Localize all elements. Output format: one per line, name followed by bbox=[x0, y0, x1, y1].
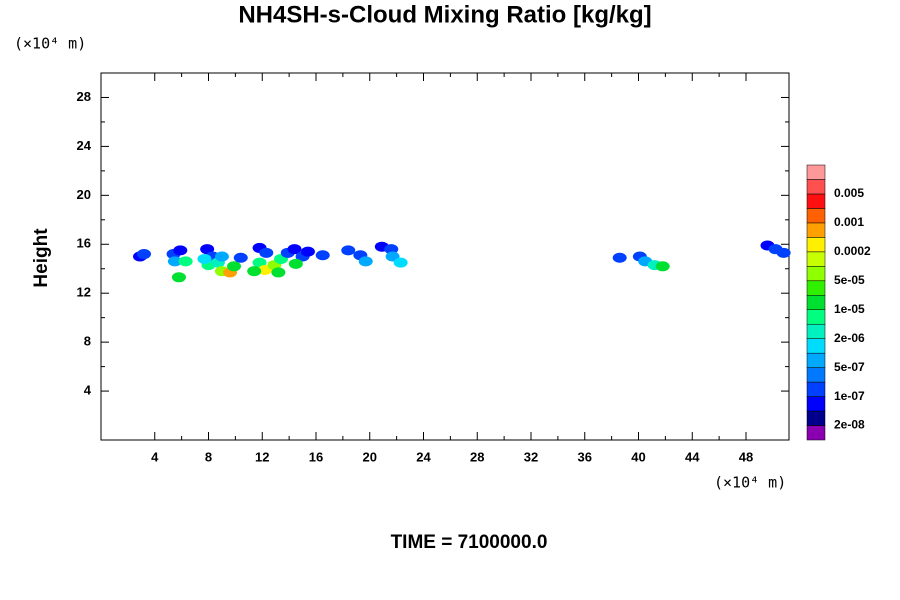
colorbar-box bbox=[806, 367, 826, 383]
colorbar-box bbox=[806, 295, 826, 310]
y-tick-label: 8 bbox=[84, 334, 91, 349]
cloud-cell bbox=[252, 257, 267, 268]
y-tick-label: 4 bbox=[84, 383, 92, 398]
x-tick-label: 8 bbox=[205, 449, 212, 464]
cloud-cell bbox=[393, 257, 408, 268]
colorbar-label: 0.001 bbox=[834, 215, 864, 229]
colorbar-label: 0.005 bbox=[834, 186, 864, 200]
cloud-cell bbox=[315, 250, 330, 261]
x-tick-label: 36 bbox=[578, 449, 592, 464]
y-tick-label: 20 bbox=[77, 187, 91, 202]
colorbar-label: 1e-07 bbox=[834, 389, 865, 403]
colorbar-box bbox=[806, 396, 826, 412]
x-tick-label: 12 bbox=[255, 449, 269, 464]
colorbar-box bbox=[806, 338, 826, 354]
y-axis-label: Height bbox=[31, 228, 52, 288]
cloud-cell bbox=[167, 256, 182, 267]
x-tick-label: 32 bbox=[524, 449, 538, 464]
colorbar-label: 2e-08 bbox=[834, 418, 865, 432]
footer: TIME = 7100000.0 bbox=[391, 532, 548, 553]
y-tick-label: 16 bbox=[77, 236, 91, 251]
x-tick-label: 48 bbox=[739, 449, 753, 464]
y-tick-label: 28 bbox=[77, 89, 91, 104]
chart-title: NH4SH-s-Cloud Mixing Ratio [kg/kg] bbox=[238, 1, 651, 28]
y-unit: (×10⁴ m) bbox=[14, 35, 86, 53]
cloud-cell bbox=[776, 247, 791, 258]
cloud-cell bbox=[197, 253, 212, 264]
colorbar-box bbox=[806, 280, 826, 296]
cloud-cell bbox=[384, 244, 399, 255]
cloud-cell bbox=[200, 244, 215, 255]
x-tick-label: 44 bbox=[685, 449, 700, 464]
x-tick-label: 4 bbox=[151, 449, 159, 464]
x-tick-label: 16 bbox=[309, 449, 323, 464]
x-tick-label: 20 bbox=[363, 449, 377, 464]
cloud-cell bbox=[137, 249, 151, 260]
colorbar-box bbox=[806, 381, 826, 397]
colorbar-box bbox=[806, 251, 826, 267]
colorbar-box bbox=[806, 193, 826, 209]
colorbar-box bbox=[806, 425, 826, 441]
cloud-cell bbox=[214, 251, 229, 262]
cloud-cell bbox=[358, 256, 373, 267]
x-tick-label: 28 bbox=[470, 449, 484, 464]
colorbar-box bbox=[806, 208, 826, 224]
colorbar-box bbox=[806, 266, 826, 282]
cloud-cell bbox=[233, 252, 248, 263]
colorbar-label: 2e-06 bbox=[834, 331, 865, 345]
cloud-cell bbox=[612, 252, 627, 263]
plot-frame bbox=[100, 72, 790, 441]
cloud-cell bbox=[259, 247, 274, 258]
colorbar-label: 1e-05 bbox=[834, 302, 865, 316]
cloud-cell bbox=[655, 261, 670, 272]
colorbar-box bbox=[806, 179, 826, 195]
cloud-cell bbox=[227, 261, 242, 272]
cloud-cell bbox=[173, 245, 188, 256]
cloud-cell bbox=[178, 256, 193, 267]
colorbar-label: 0.0002 bbox=[834, 244, 871, 258]
cloud-cell bbox=[287, 244, 302, 255]
colorbar-box bbox=[806, 352, 826, 368]
x-tick-label: 40 bbox=[631, 449, 645, 464]
colorbar-box bbox=[806, 309, 826, 325]
colorbar-box bbox=[806, 237, 826, 253]
colorbar-box bbox=[806, 323, 826, 339]
x-tick-label: 24 bbox=[416, 449, 431, 464]
colorbar-box bbox=[806, 164, 826, 180]
colorbar-box bbox=[806, 222, 826, 238]
colorbar-label: 5e-07 bbox=[834, 360, 865, 374]
cloud-cell bbox=[288, 258, 303, 269]
cloud-cell bbox=[247, 266, 262, 277]
cloud-cell bbox=[171, 272, 186, 283]
y-tick-label: 24 bbox=[77, 138, 92, 153]
cloud-cell bbox=[271, 267, 286, 278]
colorbar-box bbox=[806, 410, 826, 426]
cloud-cell bbox=[341, 245, 356, 256]
y-tick-label: 12 bbox=[77, 285, 91, 300]
cloud-cell bbox=[300, 246, 315, 257]
x-unit: (×10⁴ m) bbox=[714, 474, 786, 492]
colorbar-label: 5e-05 bbox=[834, 273, 865, 287]
